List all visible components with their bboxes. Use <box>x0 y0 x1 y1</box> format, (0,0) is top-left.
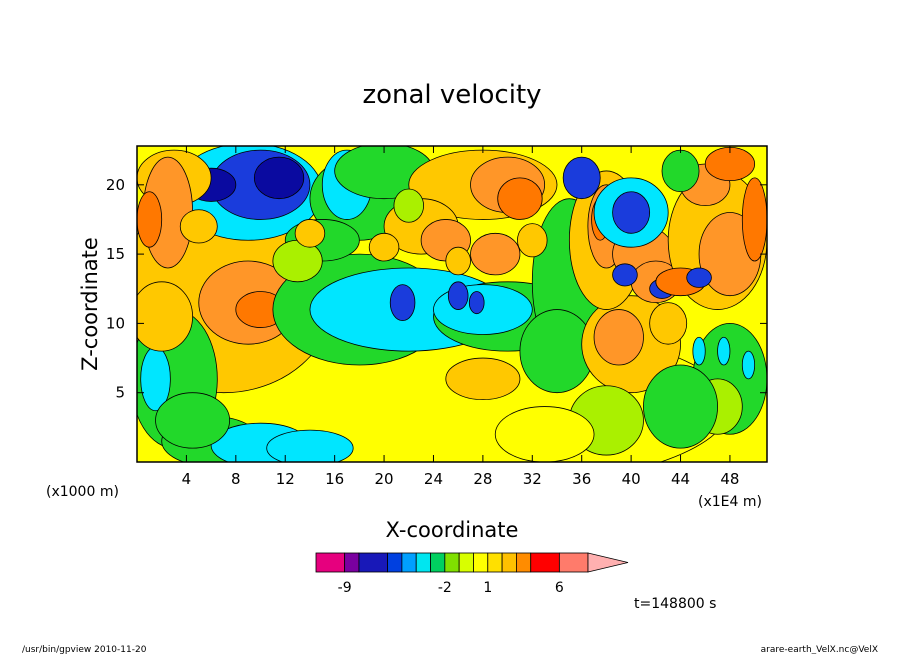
colorbar-tick-label: -2 <box>438 580 452 596</box>
y-unit-note: (x1000 m) <box>46 484 119 500</box>
contour-region <box>612 263 638 287</box>
colorbar: -9 -2 1 6 <box>315 552 629 596</box>
contour-region <box>741 350 756 380</box>
colorbar-segment <box>315 552 346 573</box>
colorbar-segment <box>444 552 460 573</box>
colorbar-segment <box>501 552 517 573</box>
y-tick-label: 15 <box>106 245 125 263</box>
contour-region <box>445 357 521 401</box>
colorbar-segment <box>516 552 532 573</box>
colorbar-segment <box>358 552 388 573</box>
x-tick-label: 24 <box>424 470 443 488</box>
contour-region <box>389 284 416 322</box>
x-axis: 4 8 12 16 20 24 28 32 36 40 44 48 <box>182 146 739 488</box>
time-annotation: t=148800 s <box>634 596 716 612</box>
field-contours <box>137 146 767 462</box>
x-tick-label: 32 <box>523 470 542 488</box>
contour-region <box>494 406 595 462</box>
contour-region <box>741 177 767 262</box>
contour-region <box>686 267 712 288</box>
contour-region <box>137 281 193 352</box>
x-axis-label: X-coordinate <box>386 518 519 542</box>
contour-region <box>137 191 163 248</box>
contour-region <box>266 429 354 462</box>
plot-frame <box>136 145 768 463</box>
x-tick-label: 8 <box>231 470 241 488</box>
contour-region <box>179 209 218 244</box>
x-tick-label: 12 <box>276 470 295 488</box>
x-tick-label: 44 <box>671 470 690 488</box>
x-tick-label: 16 <box>325 470 344 488</box>
contour-region <box>692 336 706 366</box>
contour-region <box>612 191 651 234</box>
colorbar-tick-label: -9 <box>338 580 352 596</box>
x-tick-label: 48 <box>720 470 739 488</box>
colorbar-segment <box>458 552 474 573</box>
colorbar-segment <box>473 552 489 573</box>
contour-region <box>497 177 543 220</box>
contour-region <box>649 302 688 345</box>
colorbar-tick-label: 1 <box>483 580 492 596</box>
colorbar-segment <box>415 552 431 573</box>
contour-region <box>155 392 231 449</box>
colorbar-segment <box>344 552 360 573</box>
contour-region <box>445 246 471 276</box>
contour-region <box>294 219 326 248</box>
y-tick-label: 5 <box>115 384 125 402</box>
velocity-field <box>137 146 767 462</box>
x-tick-label: 20 <box>375 470 394 488</box>
y-axis: 5 10 15 20 <box>106 176 767 402</box>
contour-region <box>468 291 485 315</box>
y-tick-label: 10 <box>106 314 125 332</box>
contour-region <box>368 232 400 262</box>
x-tick-label: 40 <box>622 470 641 488</box>
x-unit-note: (x1E4 m) <box>698 494 762 510</box>
colorbar-segment <box>430 552 446 573</box>
colorbar-segment <box>401 552 417 573</box>
contour-region <box>661 149 700 193</box>
colorbar-tick-label: 6 <box>555 580 564 596</box>
contour-region <box>562 156 601 200</box>
contour-region <box>517 223 548 258</box>
y-axis-label: Z-coordinate <box>78 237 102 371</box>
x-tick-label: 36 <box>572 470 591 488</box>
contour-region <box>393 188 424 223</box>
colorbar-segment <box>530 552 560 573</box>
footer-left: /usr/bin/gpview 2010-11-20 <box>22 645 147 654</box>
colorbar-segment <box>558 552 589 573</box>
contour-region <box>717 336 731 366</box>
footer-right: arare-earth_VelX.nc@VelX <box>761 645 878 654</box>
contour-region <box>593 309 644 366</box>
contour-region <box>643 364 718 449</box>
colorbar-segment <box>387 552 403 573</box>
y-tick-label: 20 <box>106 176 125 194</box>
contour-region <box>253 156 305 200</box>
colorbar-segment <box>487 552 503 573</box>
chart-title: zonal velocity <box>362 80 541 110</box>
contour-region <box>447 281 469 310</box>
x-tick-label: 28 <box>473 470 492 488</box>
contour-region <box>470 232 521 276</box>
colorbar-extend-arrow <box>587 552 629 573</box>
x-tick-label: 4 <box>182 470 192 488</box>
